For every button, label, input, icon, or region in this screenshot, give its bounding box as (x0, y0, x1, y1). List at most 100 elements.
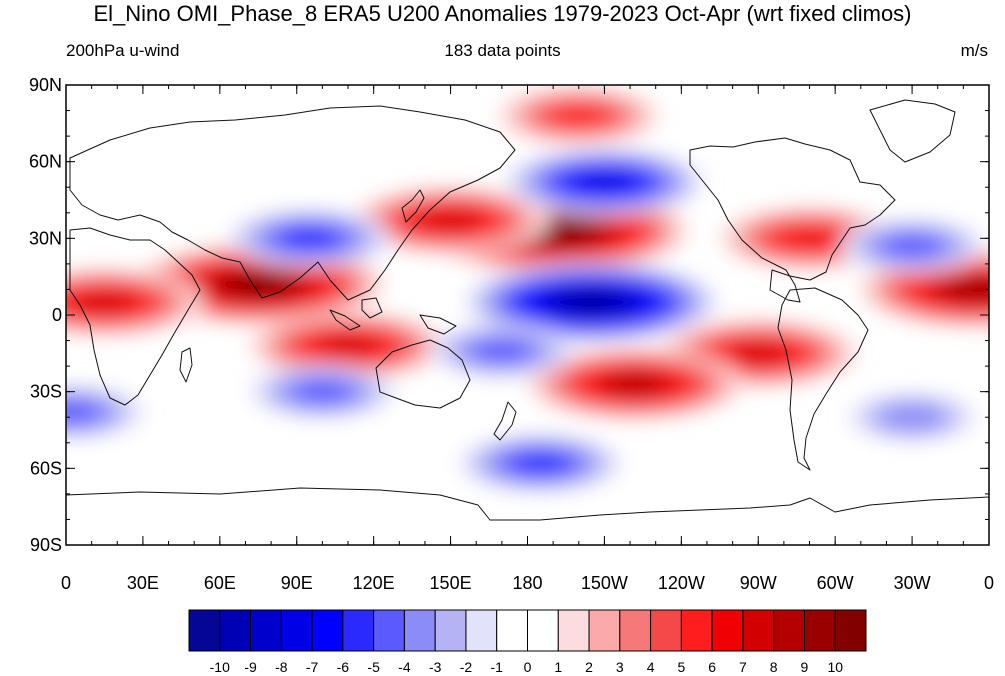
lon-tick-label: 30E (127, 573, 159, 593)
colorbar-label: -2 (460, 659, 473, 675)
colorbar-swatch (803, 609, 836, 652)
anomaly-positive-3 (66, 268, 204, 336)
colorbar-label: 5 (677, 659, 685, 675)
colorbar-swatch (650, 609, 682, 652)
colorbar-swatch (342, 609, 375, 652)
anomaly-negative-18 (849, 392, 976, 442)
anomaly-level (880, 404, 944, 430)
colorbar-label: 10 (827, 659, 843, 675)
lon-tick-label: 150W (581, 573, 628, 593)
colorbar: -10 -9 -8 -7 -6 -5 -4 -3 -2 -1 0 1 2 3 4 5 6 7 8 9 10 (188, 609, 867, 675)
coastlines (66, 99, 989, 521)
colorbar-label: 4 (647, 659, 655, 675)
colorbar-label: 1 (554, 659, 562, 675)
lon-tick-label: 150E (430, 573, 472, 593)
lon-tick-label: 0 (61, 573, 71, 593)
colorbar-label: -8 (275, 659, 288, 675)
colorbar-label: -4 (398, 659, 411, 675)
colorbar-swatch (834, 609, 867, 652)
anomaly-negative-10 (465, 262, 718, 343)
colorbar-swatch (773, 609, 805, 652)
anomaly-level (733, 344, 783, 362)
anomaly-level (79, 293, 130, 311)
anomaly-positive-1 (351, 187, 550, 254)
colorbar-label: 3 (616, 659, 624, 675)
anomaly-level (783, 229, 836, 248)
colorbar-label: -5 (367, 659, 380, 675)
anomaly-level (611, 376, 660, 392)
colorbar-label: 6 (708, 659, 716, 675)
anomaly-level (883, 235, 941, 257)
variable-label: 200hPa u-wind (66, 41, 180, 60)
data-points-label: 183 data points (444, 41, 561, 60)
colorbar-label: 9 (801, 659, 809, 675)
anomaly-positive-4 (249, 312, 448, 380)
anomaly-negative-17 (66, 385, 144, 439)
colorbar-swatch (527, 609, 559, 652)
anomaly-level (282, 228, 337, 248)
lon-tick-label: 60E (204, 573, 236, 593)
lon-tick-label: 0 (984, 573, 994, 593)
colorbar-swatch (403, 609, 436, 652)
anomaly-negative-15 (429, 323, 574, 378)
colorbar-swatch (588, 609, 621, 652)
colorbar-label: -10 (210, 659, 230, 675)
colorbar-label: 2 (585, 659, 593, 675)
lon-tick-label: 120W (658, 573, 705, 593)
colorbar-swatch (557, 609, 590, 652)
anomaly-level (66, 401, 100, 423)
lon-tick-label: 90E (281, 573, 313, 593)
lat-tick-label: 0 (52, 305, 62, 325)
lon-tick-label: 180 (512, 573, 542, 593)
lat-tick-label: 60S (30, 458, 62, 478)
anomaly-level (473, 340, 531, 362)
lat-tick-label: 30S (30, 382, 62, 402)
anomaly-positive-7 (527, 348, 744, 420)
colorbar-swatch (280, 609, 313, 652)
chart-title: El_Nino OMI_Phase_8 ERA5 U200 Anomalies … (93, 1, 912, 26)
colorbar-label: -3 (429, 659, 442, 675)
colorbar-label: -9 (244, 659, 257, 675)
anomaly-level (568, 294, 615, 310)
colorbar-swatch (434, 609, 467, 652)
colorbar-label: -1 (491, 659, 504, 675)
lon-tick-label: 60W (817, 573, 854, 593)
anomaly-level (513, 453, 568, 473)
lon-tick-label: 90W (740, 573, 777, 593)
colorbar-swatch (742, 609, 775, 652)
colorbar-swatch (219, 609, 252, 652)
anomaly-level (323, 337, 373, 355)
anomaly-level (293, 380, 352, 403)
lat-tick-label: 30N (29, 228, 62, 248)
colorbar-swatch (250, 609, 282, 652)
colorbar-swatch (496, 609, 528, 652)
anomaly-field (66, 86, 989, 521)
colorbar-label: 8 (770, 659, 778, 675)
anomaly-positive-9 (497, 86, 660, 145)
lon-tick-label: 120E (353, 573, 395, 593)
colorbar-swatch (711, 609, 744, 652)
lat-tick-label: 90N (29, 75, 62, 95)
colorbar-swatch (619, 609, 652, 652)
anomaly-level (551, 106, 606, 126)
colorbar-label: 0 (524, 659, 532, 675)
colorbar-label: -7 (306, 659, 319, 675)
anomaly-level (235, 277, 282, 292)
lat-tick-label: 60N (29, 152, 62, 172)
anomaly-negative-12 (228, 209, 391, 268)
colorbar-swatch (373, 609, 405, 652)
anomaly-negative-14 (840, 219, 985, 273)
colorbar-swatch (311, 609, 344, 652)
anomaly-negative-16 (250, 364, 395, 419)
lat-tick-label: 90S (30, 535, 62, 555)
colorbar-label: -6 (337, 659, 350, 675)
colorbar-swatch (465, 609, 498, 652)
units-label: m/s (960, 41, 988, 60)
anomaly-negative-11 (505, 148, 704, 216)
colorbar-swatch (188, 609, 221, 652)
colorbar-swatch (680, 609, 713, 652)
anomaly-level (425, 212, 476, 229)
anomaly-level (952, 281, 989, 298)
anomaly-level (579, 173, 630, 191)
